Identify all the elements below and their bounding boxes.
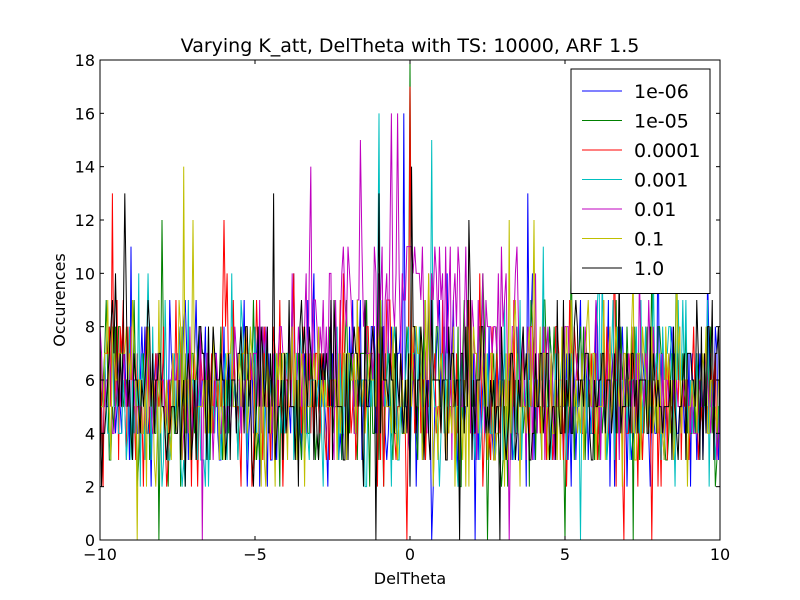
y-tick-label: 4 (85, 424, 95, 443)
legend-label-0.001: 0.001 (634, 170, 688, 192)
y-tick-label: 18 (75, 51, 95, 70)
legend-label-0.1: 0.1 (634, 229, 664, 251)
series-layer (100, 60, 720, 540)
legend-label-0.0001: 0.0001 (634, 140, 700, 162)
x-axis-label: DelTheta (374, 569, 446, 588)
series-line-0.1 (100, 166, 720, 540)
legend-label-1e-05: 1e-05 (634, 111, 689, 133)
y-tick-label: 14 (75, 158, 95, 177)
legend: 1e-06 1e-05 0.0001 0.001 0.01 0.1 1.0 (570, 68, 711, 294)
series-line-0.01 (100, 113, 720, 540)
x-tick-label: −10 (83, 545, 117, 564)
y-tick-label: 12 (75, 211, 95, 230)
ticks-layer: −10 −5 0 5 10 0 2 4 6 8 10 12 14 16 18 (75, 51, 731, 564)
y-axis-label: Occurences (50, 253, 69, 347)
x-tick-label: 0 (405, 545, 415, 564)
x-tick-label: 10 (710, 545, 730, 564)
x-tick-label: 5 (560, 545, 570, 564)
y-tick-label: 16 (75, 104, 95, 123)
y-tick-label: 10 (75, 264, 95, 283)
chart-title: Varying K_att, DelTheta with TS: 10000, … (181, 35, 640, 57)
y-tick-label: 0 (85, 531, 95, 550)
legend-label-1e-06: 1e-06 (634, 81, 689, 103)
y-tick-label: 8 (85, 318, 95, 337)
y-tick-label: 2 (85, 478, 95, 497)
series-line-1.0 (100, 166, 720, 540)
legend-box (570, 68, 711, 294)
y-tick-label: 6 (85, 371, 95, 390)
x-tick-label: −5 (243, 545, 267, 564)
legend-label-1.0: 1.0 (634, 258, 664, 280)
legend-label-0.01: 0.01 (634, 199, 676, 221)
